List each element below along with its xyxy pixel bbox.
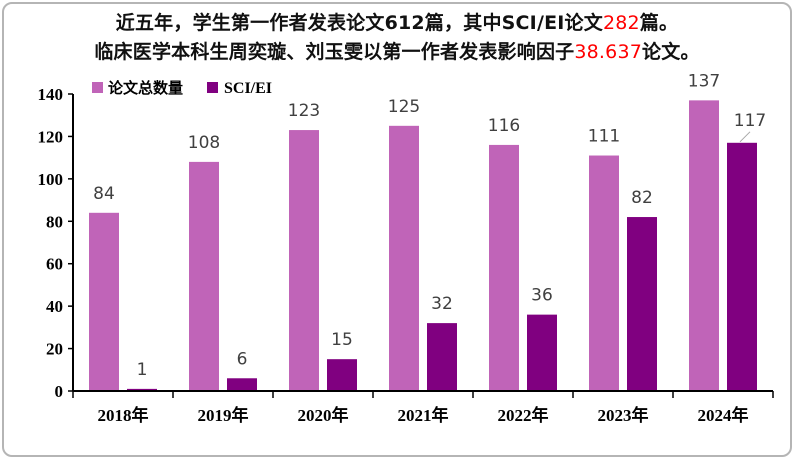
headline-line-2: 临床医学本科生周奕璇、刘玉雯以第一作者发表影响因子38.637论文。 — [0, 37, 794, 64]
bars-group — [89, 100, 757, 392]
bar-total-papers — [89, 212, 119, 391]
y-tick-label: 100 — [38, 170, 64, 189]
x-axis: 2018年 2019年 2020年 2021年 2022年 2023年 2024年 — [72, 390, 774, 425]
bar-total-papers — [289, 130, 319, 392]
bar-sci-ei — [627, 217, 657, 391]
data-label-total-papers: 84 — [93, 184, 115, 204]
y-tick-label: 0 — [55, 382, 64, 401]
bar-total-papers — [489, 144, 519, 391]
headline-line-1: 近五年，学生第一作者发表论文612篇，其中SCI/EI论文282篇。 — [0, 8, 794, 35]
bar-sci-ei — [427, 323, 457, 391]
legend-label-sci-ei: SCI/EI — [224, 80, 272, 97]
data-label-total-papers: 111 — [588, 127, 620, 147]
data-label-sci-ei: 1 — [137, 360, 148, 380]
legend-swatch-total-papers — [92, 82, 103, 93]
x-tick-label: 2019年 — [198, 405, 249, 425]
y-tick-label: 80 — [46, 212, 63, 231]
bar-sci-ei — [727, 142, 757, 391]
bar-total-papers — [589, 155, 619, 391]
data-label-sci-ei: 6 — [237, 349, 248, 369]
x-tick-label: 2020年 — [298, 405, 349, 425]
data-label-total-papers: 137 — [688, 71, 720, 91]
data-label-total-papers: 123 — [288, 101, 320, 121]
bar-sci-ei — [227, 378, 257, 391]
y-tick-label: 40 — [46, 297, 63, 316]
data-label-sci-ei: 32 — [431, 294, 453, 314]
headline-line-2-text: 临床医学本科生周奕璇、刘玉雯以第一作者发表影响因子 — [94, 41, 575, 63]
legend-swatch-sci-ei — [207, 82, 218, 93]
bar-total-papers — [689, 100, 719, 391]
data-label-total-papers: 108 — [188, 133, 220, 153]
impact-factor-highlight: 38.637 — [574, 41, 643, 63]
headline-line-1-suffix: 篇。 — [639, 12, 679, 34]
x-tick-label: 2018年 — [98, 405, 149, 425]
headline-line-1-text: 近五年，学生第一作者发表论文612篇，其中SCI/EI论文 — [115, 12, 603, 34]
headline-line-2-suffix: 论文。 — [642, 41, 700, 63]
y-tick-label: 60 — [46, 255, 63, 274]
y-axis: 0 20 40 60 80 100 120 140 — [38, 85, 74, 401]
x-tick-label: 2022年 — [498, 405, 549, 425]
legend-label-total-papers: 论文总数量 — [108, 79, 183, 97]
data-label-sci-ei: 15 — [331, 330, 353, 350]
x-tick-label: 2024年 — [698, 405, 749, 425]
bar-total-papers — [189, 161, 219, 391]
data-label-leader-line — [739, 131, 751, 143]
data-label-sci-ei: 36 — [531, 286, 553, 306]
bar-sci-ei — [127, 388, 157, 391]
legend: 论文总数量 SCI/EI — [92, 79, 272, 97]
data-label-sci-ei: 82 — [631, 188, 653, 208]
y-tick-label: 120 — [38, 127, 64, 146]
y-tick-label: 140 — [38, 85, 64, 104]
y-tick-label: 20 — [46, 340, 63, 359]
bar-sci-ei — [527, 314, 557, 391]
data-label-sci-ei: 117 — [734, 111, 766, 131]
x-tick-label: 2023年 — [598, 405, 649, 425]
x-tick-label: 2021年 — [398, 405, 449, 425]
sci-count-highlight: 282 — [602, 12, 640, 34]
data-label-total-papers: 125 — [388, 97, 420, 117]
bar-total-papers — [389, 125, 419, 392]
data-labels-group: 84 1 108 6 123 15 125 32 116 36 111 82 137 117 — [93, 71, 766, 380]
data-label-total-papers: 116 — [488, 116, 520, 136]
bar-sci-ei — [327, 359, 357, 391]
